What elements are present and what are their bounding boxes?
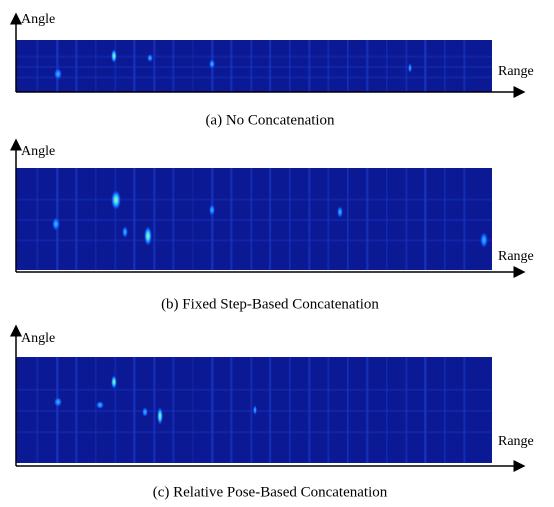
x-axis-label: Range bbox=[498, 249, 534, 264]
hotspot bbox=[408, 63, 412, 73]
hotspot bbox=[337, 206, 343, 218]
hotspot bbox=[147, 54, 153, 62]
heatmap bbox=[16, 40, 492, 92]
hotspot bbox=[209, 204, 215, 216]
band bbox=[16, 431, 492, 433]
hotspot bbox=[54, 68, 62, 80]
hotspot bbox=[111, 375, 117, 389]
caption: (a) No Concatenation bbox=[205, 112, 335, 128]
hotspot bbox=[157, 407, 163, 425]
y-axis-label: Angle bbox=[21, 12, 55, 27]
x-axis-label: Range bbox=[498, 64, 534, 79]
caption: (c) Relative Pose-Based Concatenation bbox=[153, 484, 388, 500]
hotspot bbox=[480, 232, 488, 248]
band bbox=[16, 56, 492, 58]
hotspot bbox=[253, 405, 257, 415]
band bbox=[16, 239, 492, 241]
hotspot bbox=[209, 59, 215, 69]
x-axis-label: Range bbox=[498, 434, 534, 449]
y-axis-label: Angle bbox=[21, 331, 55, 346]
hotspot bbox=[111, 190, 121, 210]
heatmap bbox=[16, 357, 492, 463]
caption: (b) Fixed Step-Based Concatenation bbox=[161, 296, 379, 312]
hotspot bbox=[52, 217, 60, 231]
hotspot bbox=[54, 397, 62, 407]
figure: Angle Range (a) No Concatenation Angle Range… bbox=[0, 0, 554, 507]
band bbox=[16, 219, 492, 221]
band bbox=[16, 76, 492, 78]
hotspot bbox=[122, 226, 128, 238]
band bbox=[16, 199, 492, 201]
hotspot bbox=[96, 401, 104, 409]
y-axis-label: Angle bbox=[21, 144, 55, 159]
band bbox=[16, 389, 492, 391]
hotspot bbox=[144, 226, 152, 246]
heatmap bbox=[16, 168, 492, 270]
band bbox=[16, 66, 492, 68]
hotspot bbox=[111, 49, 117, 63]
hotspot bbox=[142, 407, 148, 417]
